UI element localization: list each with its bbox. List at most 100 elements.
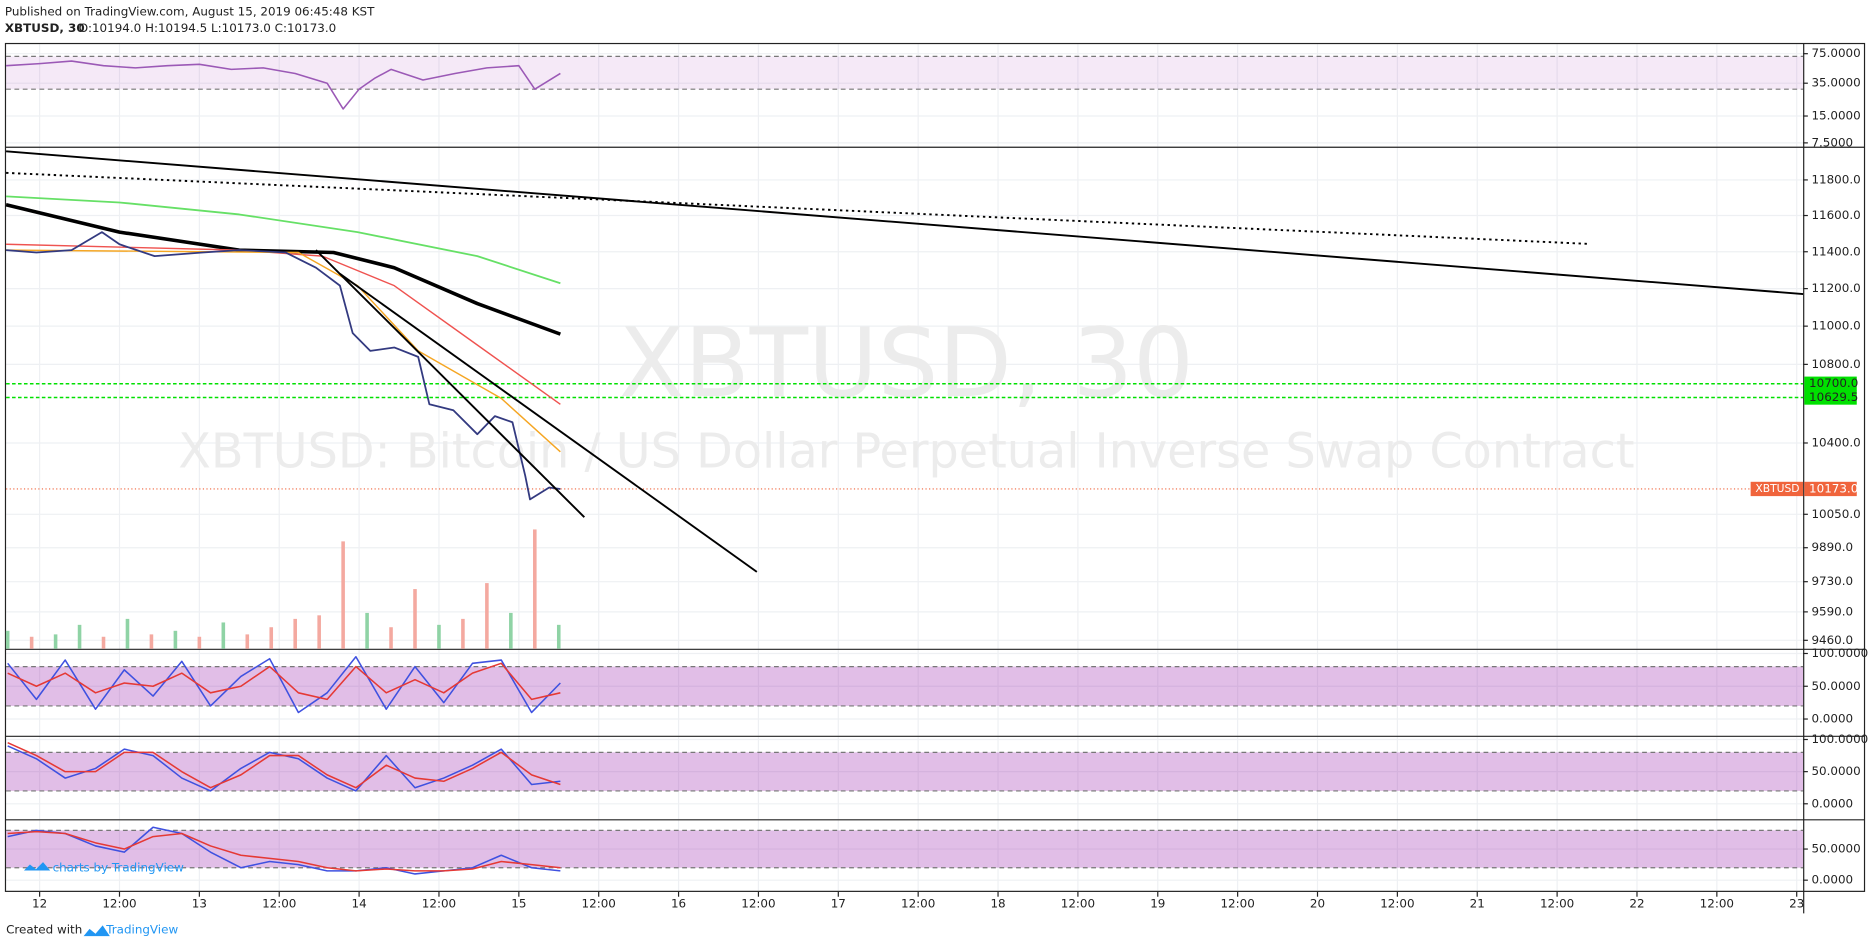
badge[interactable]: charts by TradingView xyxy=(53,861,185,875)
volume-bar xyxy=(149,634,154,649)
level-label: 10700.0 xyxy=(1809,376,1858,390)
volume-bar xyxy=(533,529,537,649)
badge-logo xyxy=(23,862,51,871)
series-line xyxy=(6,231,561,501)
volume-bar xyxy=(29,636,34,649)
x-tick-label: 18 xyxy=(990,896,1005,910)
volume-bar xyxy=(101,636,106,649)
x-tick-label: 12:00 xyxy=(102,896,136,910)
x-tick-label: 12:00 xyxy=(1700,896,1734,910)
x-tick-label: 12:00 xyxy=(1061,896,1095,910)
y-tick-label: 0.0000 xyxy=(1811,796,1853,810)
published: Published on TradingView.com, August 15,… xyxy=(5,4,375,18)
volume-bar xyxy=(245,634,250,649)
y-tick-label: 9590.0 xyxy=(1811,604,1853,618)
volume-bar xyxy=(53,634,58,649)
x-tick-label: 22 xyxy=(1629,896,1644,910)
series-line xyxy=(7,742,561,789)
last-price-bg xyxy=(1804,481,1857,497)
series-line xyxy=(7,662,561,701)
volume-bar xyxy=(197,636,202,649)
x-tick-label: 14 xyxy=(352,896,367,910)
x-tick-label: 23 xyxy=(1789,896,1804,910)
panels: 75.0000 35.0000 15.0000 7.5000 11800.0 11600.… xyxy=(6,44,1868,910)
symbol: XBTUSD, 30 xyxy=(5,21,85,35)
y-tick-label: 9460.0 xyxy=(1811,633,1853,647)
y-tick-label: 50.0000 xyxy=(1811,842,1860,856)
volume-bar xyxy=(221,622,226,649)
y-tick-label: 0.0000 xyxy=(1811,712,1853,726)
volume-bar xyxy=(77,624,82,649)
x-tick-label: 20 xyxy=(1310,896,1325,910)
y-tick-label: 100.0000 xyxy=(1811,732,1868,746)
y-tick-label: 50.0000 xyxy=(1811,764,1860,778)
volume-bar xyxy=(317,615,321,649)
trendline xyxy=(6,150,1804,295)
x-tick-label: 12:00 xyxy=(262,896,296,910)
series-line xyxy=(7,655,561,714)
band xyxy=(6,56,1804,90)
x-tick-label: 17 xyxy=(831,896,846,910)
x-tick-label: 15 xyxy=(511,896,526,910)
y-tick-label: 11400.0 xyxy=(1811,244,1860,258)
volume-bar xyxy=(365,612,369,649)
volume-bar xyxy=(509,612,513,649)
created-with: Created with xyxy=(6,923,82,937)
brand[interactable]: TradingView xyxy=(105,923,178,937)
y-tick-label: 35.0000 xyxy=(1811,76,1860,90)
x-tick-label: 12:00 xyxy=(422,896,456,910)
volume-bar xyxy=(293,618,297,649)
series-line xyxy=(7,826,561,875)
x-tick-label: 19 xyxy=(1150,896,1165,910)
volume-bar xyxy=(125,618,130,649)
x-tick-label: 12 xyxy=(32,896,47,910)
last-name-bg xyxy=(1750,481,1804,497)
y-tick-label: 11200.0 xyxy=(1811,281,1860,295)
band xyxy=(6,752,1804,791)
y-tick-label: 50.0000 xyxy=(1811,679,1860,693)
trendline xyxy=(339,273,758,573)
y-tick-label: 10050.0 xyxy=(1811,507,1860,521)
trendline xyxy=(315,249,585,518)
volume-bar xyxy=(485,583,489,649)
x-tick-label: 12:00 xyxy=(1380,896,1414,910)
x-tick-label: 13 xyxy=(192,896,207,910)
volume-bar xyxy=(389,627,393,649)
frame-border xyxy=(4,42,1866,892)
watermark: XBTUSD, 30 xyxy=(619,308,1194,419)
x-tick-label: 12:00 xyxy=(1220,896,1254,910)
band xyxy=(6,666,1804,706)
y-tick-label: 10400.0 xyxy=(1811,435,1860,449)
series-line xyxy=(6,195,561,285)
level-label-bg xyxy=(1804,390,1857,405)
frame xyxy=(4,42,1866,914)
x-tick-label: 12:00 xyxy=(741,896,775,910)
volume-bar xyxy=(437,624,441,649)
x-tick-label: 16 xyxy=(671,896,686,910)
x-tick-label: 12:00 xyxy=(582,896,616,910)
y-tick-label: 100.0000 xyxy=(1811,646,1868,660)
volume-bar xyxy=(269,627,274,649)
volume-bar xyxy=(341,541,345,649)
trendline xyxy=(6,171,1590,245)
volume-bar xyxy=(413,589,417,649)
y-tick-label: 9890.0 xyxy=(1811,540,1853,554)
level-label-bg xyxy=(1804,376,1857,391)
y-tick-label: 0.0000 xyxy=(1811,873,1853,887)
y-tick-label: 7.5000 xyxy=(1811,135,1853,149)
watermark: XBTUSD: Bitcoin / US Dollar Perpetual In… xyxy=(178,424,1634,479)
x-tick-label: 12:00 xyxy=(901,896,935,910)
volume-bar xyxy=(5,630,10,649)
x-tick-label: 21 xyxy=(1470,896,1485,910)
brand-logo xyxy=(83,925,110,937)
x-tick-label: 12:00 xyxy=(1540,896,1574,910)
series-line xyxy=(7,830,561,872)
y-tick-label: 11000.0 xyxy=(1811,319,1860,333)
last-price: 10173.0 xyxy=(1809,481,1858,495)
ohlc: O:10194.0 H:10194.5 L:10173.0 C:10173.0 xyxy=(79,21,336,35)
volume-bar xyxy=(173,630,178,649)
